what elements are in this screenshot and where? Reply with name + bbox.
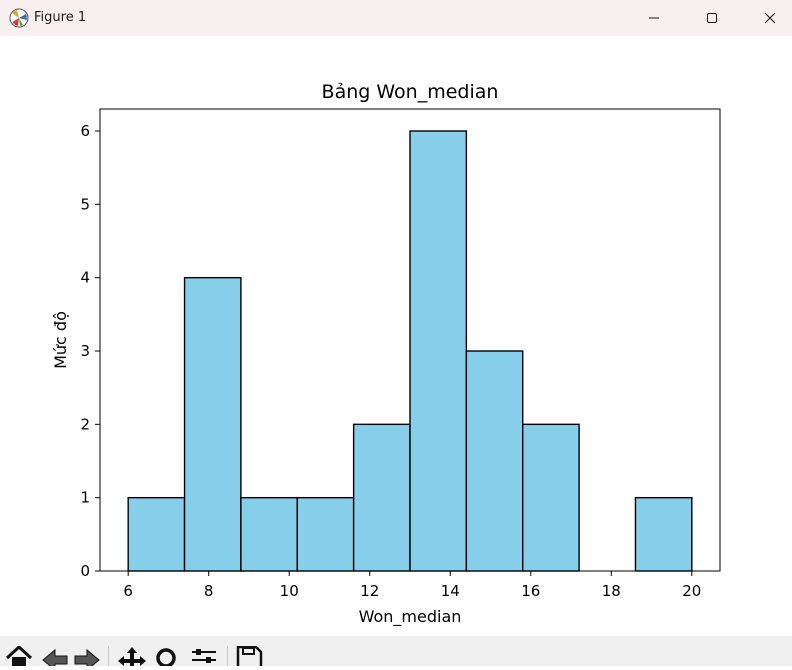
y-axis-label: Mức độ	[51, 311, 70, 369]
x-tick-label: 8	[204, 582, 214, 600]
home-icon	[5, 644, 33, 670]
y-tick-label: 1	[80, 489, 90, 507]
bars-layer	[127, 130, 693, 572]
zoom-button[interactable]	[153, 646, 181, 668]
x-tick-label: 10	[280, 582, 299, 600]
save-button[interactable]	[234, 645, 264, 670]
y-tick-label: 4	[80, 269, 90, 287]
histogram-bar	[522, 423, 580, 572]
x-tick-label: 6	[123, 582, 133, 600]
close-icon	[764, 12, 776, 24]
histogram-bar	[409, 130, 468, 572]
forward-icon	[73, 646, 101, 670]
back-button[interactable]	[40, 646, 70, 670]
y-tick-label: 5	[80, 195, 90, 213]
x-tick-label: 14	[441, 582, 460, 600]
x-tick-label: 12	[360, 582, 379, 600]
forward-button[interactable]	[72, 646, 102, 670]
window-titlebar: Figure 1	[0, 0, 792, 36]
y-tick-label: 0	[80, 562, 90, 580]
histogram-bar	[240, 496, 298, 572]
zoom-icon	[154, 646, 180, 670]
save-icon	[235, 645, 263, 670]
close-button[interactable]	[741, 0, 792, 36]
minimize-button[interactable]	[625, 0, 683, 36]
axes-frame	[99, 108, 721, 572]
maximize-icon	[706, 12, 718, 24]
toolbar-separator	[227, 646, 228, 666]
histogram-bar	[352, 423, 411, 572]
configure-subplots-button[interactable]	[189, 646, 219, 666]
x-tick-label: 16	[521, 582, 540, 600]
y-tick-label: 6	[80, 122, 90, 140]
pan-icon	[117, 646, 147, 670]
matplotlib-icon	[9, 8, 29, 28]
histogram-bar	[183, 276, 242, 572]
toolbar-separator	[108, 646, 109, 666]
home-button[interactable]	[4, 644, 34, 666]
minimize-icon	[648, 12, 660, 24]
histogram-bar	[634, 496, 693, 572]
pan-button[interactable]	[116, 646, 148, 666]
y-tick-label: 2	[80, 415, 90, 433]
x-axis-label: Won_median	[359, 607, 462, 627]
configure-subplots-icon	[190, 646, 218, 670]
histogram-bar	[296, 496, 355, 572]
back-icon	[41, 646, 69, 670]
x-tick-label: 20	[682, 582, 701, 600]
y-axis: 0 1 2 3 4 5 6	[80, 122, 100, 580]
window-title: Figure 1	[34, 10, 87, 25]
chart-title: Bảng Won_median	[322, 81, 499, 103]
histogram-bar	[127, 496, 186, 572]
navigation-toolbar	[0, 636, 792, 670]
maximize-button[interactable]	[683, 0, 741, 36]
x-tick-label: 18	[602, 582, 621, 600]
y-tick-label: 3	[80, 342, 90, 360]
x-axis: 6 8 10 12 14 16 18 20	[123, 571, 701, 600]
histogram-bar	[465, 350, 524, 572]
